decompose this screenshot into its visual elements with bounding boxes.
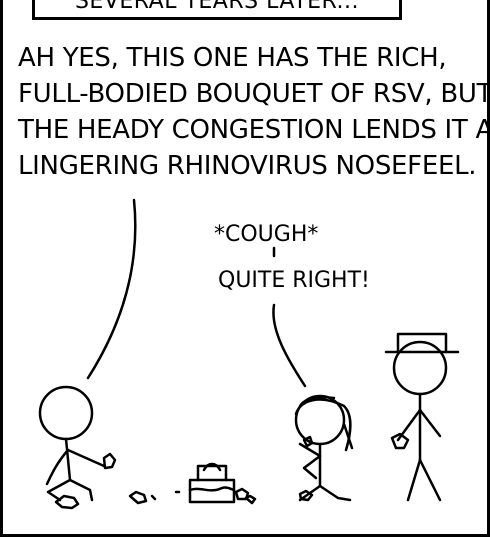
tissue-box xyxy=(190,464,234,502)
crumpled-tissues xyxy=(56,489,312,508)
middle-stick-figure xyxy=(296,396,352,500)
right-stick-figure xyxy=(386,334,458,500)
reply-speech-tail xyxy=(273,305,305,386)
main-speech-tail xyxy=(88,200,135,378)
left-stick-figure xyxy=(40,387,115,500)
